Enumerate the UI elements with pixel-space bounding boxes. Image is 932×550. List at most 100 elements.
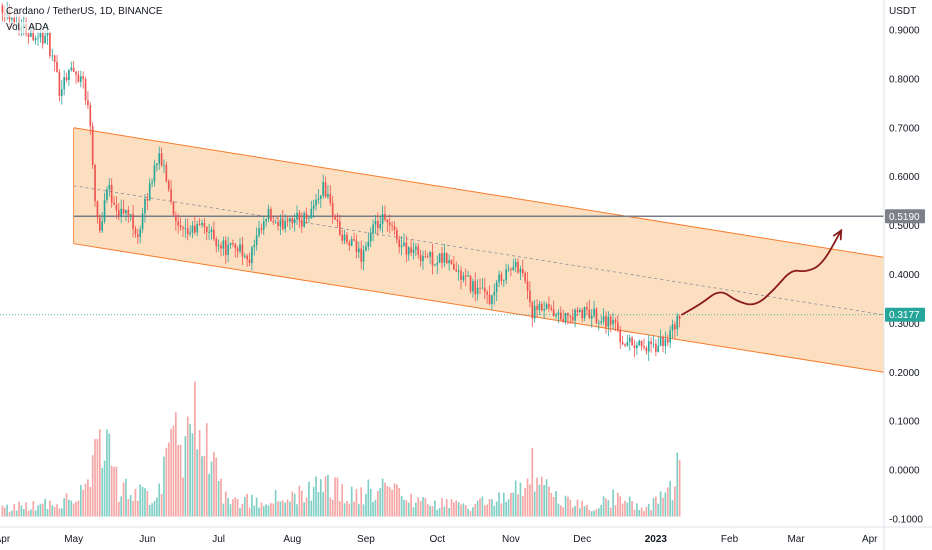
candle-body — [87, 100, 89, 106]
volume-bar — [374, 499, 377, 517]
candle-body — [234, 244, 237, 249]
candle-body — [163, 165, 165, 166]
volume-bar — [265, 504, 267, 517]
volume-bar — [555, 491, 557, 517]
candle-body — [495, 282, 498, 292]
volume-bar — [469, 511, 472, 517]
candle-body — [377, 220, 379, 229]
candle-body — [296, 212, 298, 220]
candle-body — [319, 195, 322, 199]
volume-bar — [11, 510, 13, 517]
volume-bar — [669, 480, 671, 517]
candle-body — [243, 255, 246, 257]
candle-body — [386, 219, 389, 223]
candle-body — [476, 287, 479, 295]
volume-bar — [227, 497, 229, 517]
candle-body — [564, 312, 567, 322]
candle-body — [521, 269, 524, 274]
candle-body — [308, 217, 310, 219]
volume-bar — [678, 459, 681, 517]
volume-bar — [500, 503, 503, 517]
candle-body — [431, 252, 434, 266]
candle-body — [72, 67, 75, 72]
candle-body — [410, 247, 412, 253]
volume-bar — [148, 504, 151, 517]
volume-bar — [331, 499, 334, 517]
volume-bar — [8, 511, 11, 517]
volume-bar — [322, 492, 325, 517]
candle-body — [205, 226, 208, 233]
volume-bar — [559, 505, 562, 517]
volume-indicator-label[interactable]: Vol · ADA — [4, 22, 51, 33]
candle-body — [507, 269, 510, 271]
candle-body — [258, 228, 260, 236]
volume-bar — [129, 495, 132, 517]
candle-body — [270, 208, 272, 221]
volume-bar — [424, 498, 427, 517]
candle-body — [569, 315, 572, 317]
volume-bar — [139, 484, 142, 517]
candle-body — [388, 222, 391, 226]
volume-bar — [156, 497, 158, 517]
volume-bar — [198, 429, 201, 517]
candle-body — [548, 304, 550, 308]
volume-bar — [609, 507, 612, 517]
volume-bar — [671, 499, 674, 517]
volume-bar — [631, 501, 633, 517]
volume-bar — [602, 496, 605, 517]
volume-bar — [22, 509, 25, 517]
price-axis[interactable]: USDT 0.9000 0.8000 0.7000 0.6000 0.5000 0.4000… — [883, 0, 923, 550]
volume-bar — [205, 423, 208, 517]
candle-body — [655, 343, 657, 352]
candle-body — [122, 208, 125, 214]
candle-body — [538, 303, 541, 310]
candle-body — [417, 246, 420, 255]
candle-body — [531, 302, 534, 319]
candle-body — [512, 267, 515, 270]
candle-body — [198, 224, 201, 225]
candle-body — [469, 275, 472, 292]
volume-bar — [438, 508, 441, 517]
volume-bar — [217, 481, 220, 517]
candle-body — [134, 228, 137, 235]
y-tick-label: 0.0000 — [889, 466, 920, 477]
volume-bar — [308, 481, 310, 517]
volume-bar — [75, 501, 77, 517]
candle-body — [464, 275, 467, 277]
volume-bar — [96, 438, 99, 517]
candle-body — [331, 203, 334, 216]
arrow-head — [832, 228, 843, 241]
candle-body — [519, 269, 522, 273]
x-tick-label: May — [64, 534, 83, 545]
volume-bar — [624, 500, 626, 517]
volume-bar — [674, 486, 676, 517]
volume-bar — [32, 501, 35, 517]
candle-body — [379, 223, 382, 229]
volume-bar — [545, 479, 548, 517]
candle-body — [498, 274, 500, 283]
x-tick-label: Aug — [283, 534, 301, 545]
volume-bar — [49, 500, 51, 517]
volume-bar — [272, 503, 275, 517]
candle-body — [108, 184, 111, 190]
volume-bar — [208, 473, 210, 517]
volume-bar — [79, 485, 82, 517]
parallel-channel[interactable] — [73, 127, 885, 373]
volume-bar — [251, 494, 253, 517]
candle-body — [612, 320, 614, 325]
volume-bar — [144, 488, 146, 517]
x-tick-label: Jul — [212, 534, 225, 545]
x-tick-label: Nov — [502, 534, 520, 545]
time-axis[interactable]: Apr May Jun Jul Aug Sep Oct Nov Dec 2023 Feb Mar Apr — [0, 526, 932, 545]
volume-bar — [431, 506, 434, 517]
volume-bar — [82, 489, 85, 517]
volume-bar — [222, 503, 225, 517]
candle-body — [533, 305, 536, 319]
candle-body — [127, 210, 130, 216]
projection-arrow[interactable] — [681, 228, 843, 316]
symbol-title[interactable]: Cardano / TetherUS, 1D, BINANCE — [4, 6, 165, 17]
candle-body — [526, 281, 529, 291]
volume-bar — [20, 505, 23, 517]
volume-bar — [336, 477, 339, 517]
